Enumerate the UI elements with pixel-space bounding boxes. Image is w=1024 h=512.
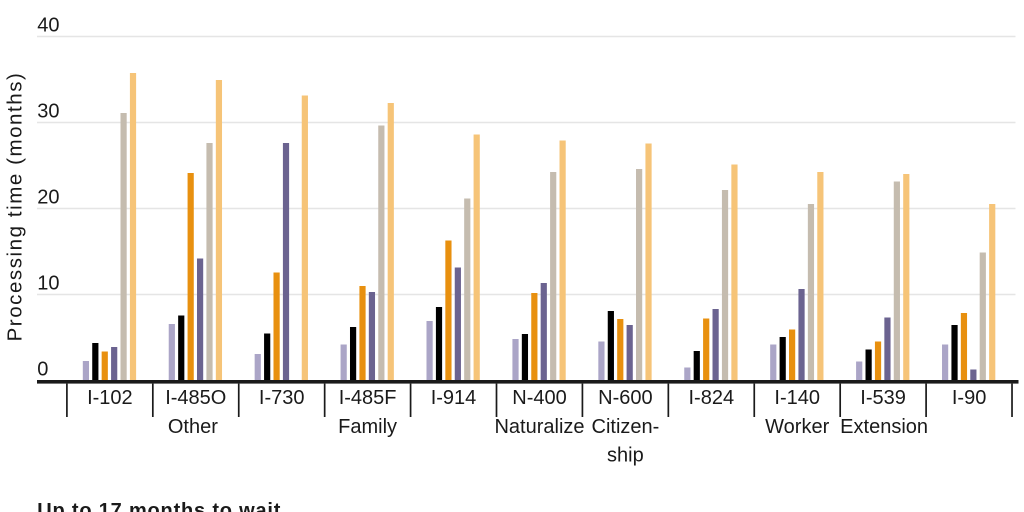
svg-text:Other: Other bbox=[168, 416, 218, 438]
svg-text:Naturalize: Naturalize bbox=[494, 416, 584, 438]
svg-text:ship: ship bbox=[607, 445, 644, 467]
svg-text:Processing time (months): Processing time (months) bbox=[4, 72, 27, 342]
svg-text:I-730: I-730 bbox=[259, 387, 305, 409]
svg-text:I-824: I-824 bbox=[689, 387, 735, 409]
svg-text:10: 10 bbox=[37, 272, 59, 294]
svg-text:Extension: Extension bbox=[840, 416, 928, 438]
svg-text:40: 40 bbox=[37, 14, 59, 36]
svg-text:I-102: I-102 bbox=[87, 387, 133, 409]
svg-text:N-600: N-600 bbox=[598, 387, 652, 409]
svg-text:I-914: I-914 bbox=[431, 387, 477, 409]
svg-text:0: 0 bbox=[37, 358, 48, 380]
svg-text:20: 20 bbox=[37, 186, 59, 208]
svg-text:Up to 17 months to wait: Up to 17 months to wait bbox=[37, 500, 281, 512]
svg-text:Citizen-: Citizen- bbox=[592, 416, 660, 438]
svg-text:I-539: I-539 bbox=[860, 387, 906, 409]
svg-text:N-400: N-400 bbox=[512, 387, 566, 409]
svg-text:30: 30 bbox=[37, 100, 59, 122]
svg-text:I-140: I-140 bbox=[774, 387, 820, 409]
svg-text:I-485O: I-485O bbox=[165, 387, 226, 409]
svg-text:Worker: Worker bbox=[765, 416, 829, 438]
svg-text:Family: Family bbox=[338, 416, 397, 438]
svg-text:I-485F: I-485F bbox=[339, 387, 397, 409]
svg-text:I-90: I-90 bbox=[952, 387, 986, 409]
